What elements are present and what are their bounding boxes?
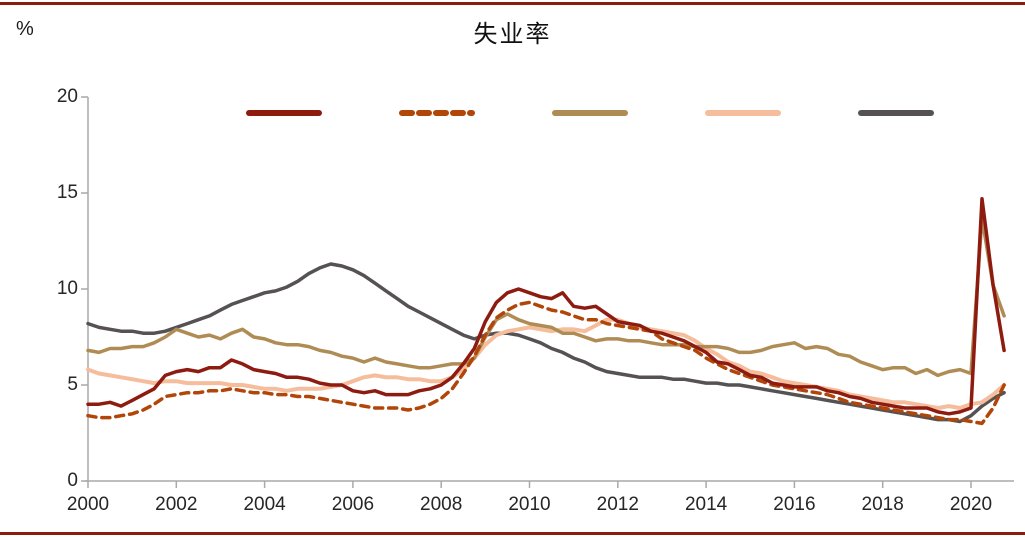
series-4-peach-solid xyxy=(86,317,1007,410)
y-tick-label: 10 xyxy=(56,278,78,299)
x-tick-label: 2008 xyxy=(420,494,463,515)
legend-swatch-series-4-peach-solid xyxy=(704,104,782,116)
x-tick-label: 2014 xyxy=(684,494,728,515)
x-tick-label: 2016 xyxy=(773,494,816,515)
y-tick-label: 0 xyxy=(67,470,78,491)
series-1-dark-red-solid xyxy=(86,197,1006,416)
series-3-tan-solid xyxy=(86,216,1006,378)
bottom-border-rule xyxy=(0,532,1025,535)
y-tick-label: 15 xyxy=(56,182,78,203)
y-tick-label: 5 xyxy=(67,374,78,395)
x-tick-label: 2018 xyxy=(861,494,904,515)
series-5-gray-solid xyxy=(86,262,1006,424)
y-axis-unit-label: % xyxy=(16,18,34,40)
x-tick-label: 2000 xyxy=(66,494,110,515)
legend-swatch-series-5-gray-solid xyxy=(857,104,935,116)
x-tick-label: 2006 xyxy=(331,494,375,515)
legend-swatch-series-1-dark-red-solid xyxy=(245,104,323,116)
y-tick-label: 20 xyxy=(56,86,78,107)
series-2-burnt-orange-dashed xyxy=(86,300,1006,426)
chart-legend xyxy=(245,102,935,116)
x-tick-label: 2004 xyxy=(243,494,286,515)
x-tick-label: 2002 xyxy=(155,494,198,515)
legend-swatch-series-2-burnt-orange-dashed xyxy=(398,104,476,116)
x-tick-label: 2020 xyxy=(949,494,993,515)
x-tick-label: 2010 xyxy=(508,494,551,515)
x-tick-label: 2012 xyxy=(596,494,639,515)
chart-title: 失业率 xyxy=(473,22,552,48)
top-border-rule xyxy=(0,2,1025,5)
legend-swatch-series-3-tan-solid xyxy=(551,104,629,116)
